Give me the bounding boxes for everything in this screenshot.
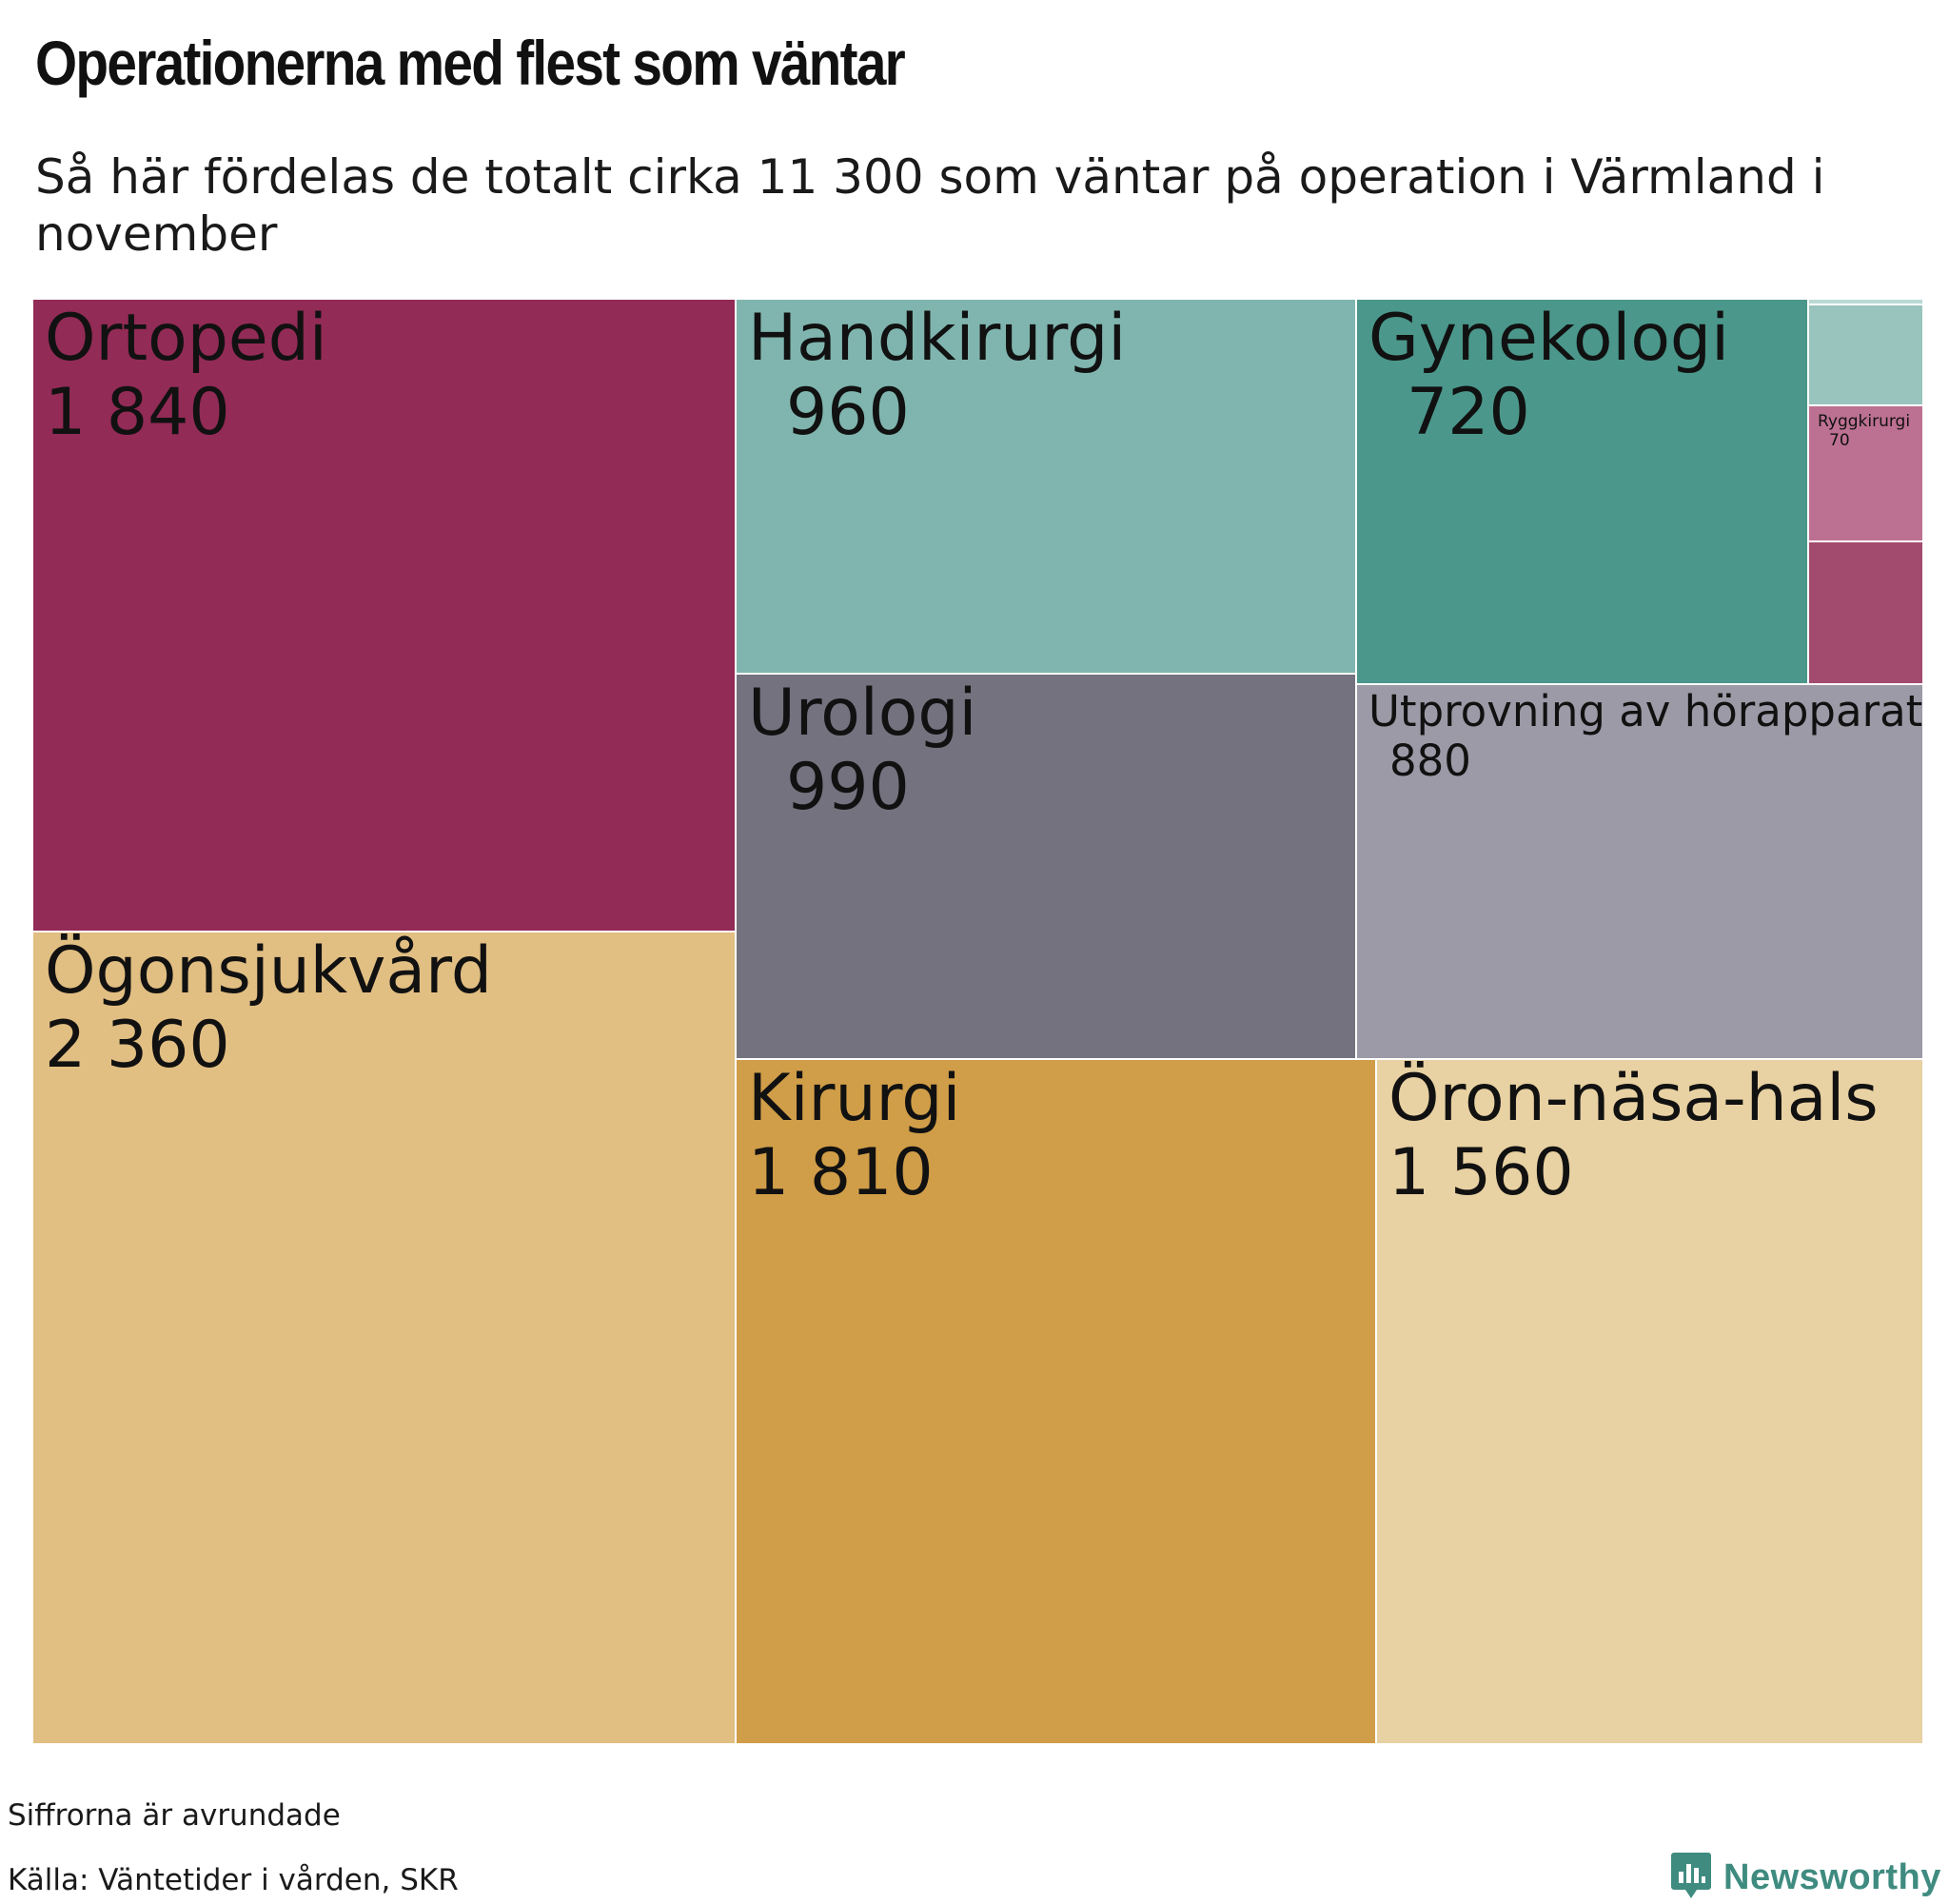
treemap-tile: Utprovning av hörapparat 880 xyxy=(1357,685,1924,1060)
treemap-tile xyxy=(1809,542,1924,685)
tile-label: Gynekologi xyxy=(1368,301,1729,376)
tile-value: 1 560 xyxy=(1388,1135,1574,1210)
tile-value: 1 840 xyxy=(45,375,230,450)
treemap-tile xyxy=(1809,300,1924,305)
tile-label: Öron-näsa-hals xyxy=(1388,1061,1879,1136)
tile-label: Handkirurgi xyxy=(748,301,1127,376)
tile-value: 720 xyxy=(1407,375,1530,450)
treemap-tile: Ögonsjukvård 2 360 xyxy=(33,932,737,1745)
tile-label: Ortopedi xyxy=(45,301,327,376)
treemap-tile: Ortopedi 1 840 xyxy=(33,300,737,932)
treemap-tile: Urologi 990 xyxy=(737,675,1357,1060)
footnote: Siffrorna är avrundade xyxy=(8,1798,341,1833)
tile-label: Kirurgi xyxy=(748,1061,961,1136)
source-note: Källa: Väntetider i vården, SKR xyxy=(8,1863,459,1897)
tile-value: 70 xyxy=(1829,431,1850,450)
treemap-tile: Handkirurgi 960 xyxy=(737,300,1357,675)
treemap-tile: Gynekologi 720 xyxy=(1357,300,1809,685)
chart-subtitle: Så här fördelas de totalt cirka 11 300 s… xyxy=(35,149,1825,262)
tile-label: Urologi xyxy=(748,676,977,751)
tile-value: 880 xyxy=(1389,736,1471,786)
newsworthy-logo-icon xyxy=(1670,1851,1712,1904)
tile-label: Ryggkirurgi xyxy=(1818,412,1911,431)
chart-title: Operationerna med flest som väntar xyxy=(35,28,906,98)
brand-name: Newsworthy xyxy=(1723,1856,1941,1897)
tile-value: 990 xyxy=(786,750,910,825)
tile-value: 1 810 xyxy=(748,1135,934,1210)
treemap-tile: Öron-näsa-hals 1 560 xyxy=(1377,1060,1924,1745)
tile-value: 2 360 xyxy=(45,1008,230,1083)
tile-value: 960 xyxy=(786,375,910,450)
treemap-tile: Kirurgi 1 810 xyxy=(737,1060,1377,1745)
brand: Newsworthy xyxy=(1670,1851,1941,1904)
treemap-tile xyxy=(1809,305,1924,406)
treemap-tile: Ryggkirurgi 70 xyxy=(1809,406,1924,542)
tile-label: Ögonsjukvård xyxy=(45,933,493,1009)
tile-label: Utprovning av hörapparat xyxy=(1368,686,1923,736)
treemap: Ortopedi 1 840 Ögonsjukvård 2 360 Handkirurg… xyxy=(33,300,1924,1745)
